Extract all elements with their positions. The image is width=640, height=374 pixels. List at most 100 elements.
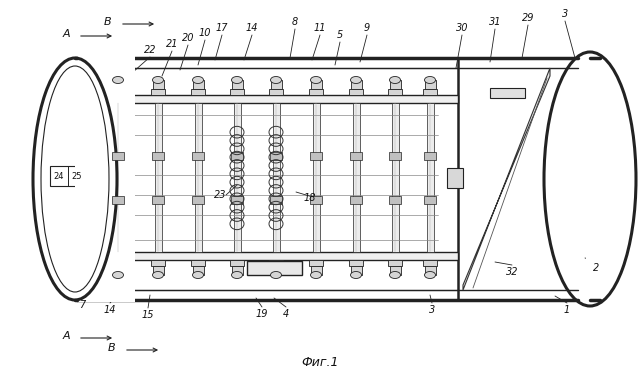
Bar [234, 103, 241, 252]
Bar [271, 266, 282, 275]
Text: 29: 29 [522, 13, 534, 23]
Ellipse shape [424, 77, 435, 83]
Bar [230, 260, 244, 266]
Text: Фиг.1: Фиг.1 [301, 356, 339, 368]
Ellipse shape [152, 272, 163, 279]
Text: 24: 24 [54, 172, 64, 181]
Polygon shape [463, 68, 550, 290]
Bar [271, 80, 282, 89]
Bar [75, 56, 135, 302]
Bar [192, 151, 204, 159]
Text: 14: 14 [104, 305, 116, 315]
Bar [192, 196, 204, 203]
Text: 4: 4 [283, 309, 289, 319]
Bar [231, 151, 243, 159]
Bar [111, 260, 125, 266]
Bar [112, 151, 124, 159]
Text: 14: 14 [246, 23, 259, 33]
Bar [155, 103, 162, 252]
Ellipse shape [390, 77, 401, 83]
Bar [389, 151, 401, 159]
Text: 18: 18 [304, 193, 316, 203]
Bar [390, 266, 401, 275]
Text: 25: 25 [72, 172, 83, 181]
Bar [247, 261, 302, 275]
Bar [424, 196, 436, 203]
Ellipse shape [351, 272, 362, 279]
Bar [586, 54, 640, 304]
Bar [191, 260, 205, 266]
Ellipse shape [113, 77, 124, 83]
Ellipse shape [271, 272, 282, 279]
Ellipse shape [193, 272, 204, 279]
Bar [349, 89, 363, 95]
Bar [313, 103, 320, 252]
Text: 3: 3 [562, 9, 568, 19]
Bar [269, 89, 283, 95]
Text: 15: 15 [141, 310, 154, 320]
Bar [193, 80, 204, 89]
Bar [350, 151, 362, 159]
Bar [191, 89, 205, 95]
Ellipse shape [232, 77, 243, 83]
Bar [153, 266, 164, 275]
Bar [388, 260, 402, 266]
Text: 31: 31 [489, 17, 501, 27]
Bar [425, 80, 436, 89]
Bar [230, 89, 244, 95]
Bar [353, 103, 360, 252]
Bar [350, 196, 362, 203]
Text: 23: 23 [214, 190, 227, 200]
Bar [311, 80, 322, 89]
Text: 1: 1 [564, 305, 570, 315]
Text: 7: 7 [79, 300, 85, 310]
Bar [193, 266, 204, 275]
Bar [392, 103, 399, 252]
Bar [388, 89, 402, 95]
Bar [349, 260, 363, 266]
Bar [270, 151, 282, 159]
Bar [152, 151, 164, 159]
Bar [310, 151, 322, 159]
Bar [232, 266, 243, 275]
Ellipse shape [193, 77, 204, 83]
Bar [269, 260, 283, 266]
Bar [95, 252, 458, 260]
Bar [309, 89, 323, 95]
Text: 32: 32 [506, 267, 518, 277]
Ellipse shape [351, 77, 362, 83]
Bar [273, 103, 280, 252]
Bar [389, 196, 401, 203]
Bar [423, 260, 437, 266]
Ellipse shape [390, 272, 401, 279]
Text: 19: 19 [256, 309, 268, 319]
Text: 11: 11 [314, 23, 326, 33]
Bar [112, 196, 124, 203]
Text: A: A [62, 331, 70, 341]
Bar [351, 266, 362, 275]
Ellipse shape [232, 272, 243, 279]
Text: 21: 21 [166, 39, 179, 49]
Text: 17: 17 [216, 23, 228, 33]
Bar [111, 89, 125, 95]
Bar [232, 80, 243, 89]
Ellipse shape [152, 77, 163, 83]
Ellipse shape [424, 272, 435, 279]
Bar [447, 168, 463, 188]
Bar [153, 80, 164, 89]
Text: A: A [62, 29, 70, 39]
Ellipse shape [113, 272, 124, 279]
Bar [351, 80, 362, 89]
Text: 9: 9 [364, 23, 370, 33]
Text: 3: 3 [429, 305, 435, 315]
Bar [152, 196, 164, 203]
Bar [95, 95, 458, 103]
Bar [310, 196, 322, 203]
Bar [151, 260, 165, 266]
Bar [270, 196, 282, 203]
Ellipse shape [310, 77, 321, 83]
Bar [427, 103, 434, 252]
Text: B: B [108, 343, 116, 353]
Text: 2: 2 [593, 263, 599, 273]
Bar [490, 88, 525, 98]
